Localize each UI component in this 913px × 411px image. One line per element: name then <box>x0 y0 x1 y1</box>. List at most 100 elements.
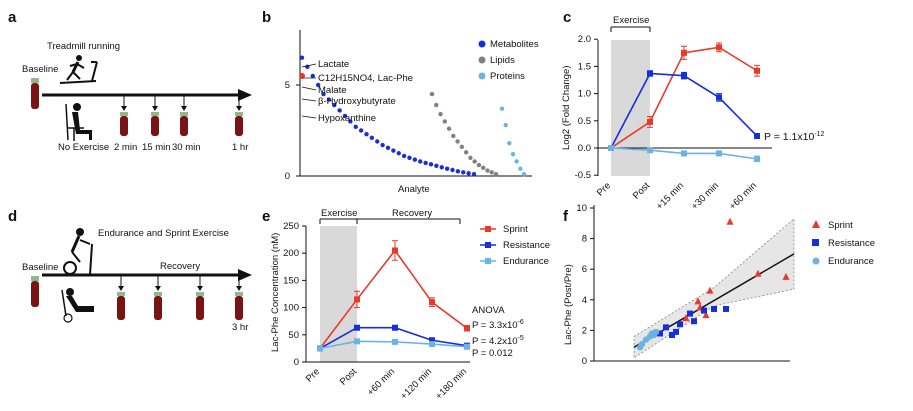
f-ytick-label: 8 <box>582 234 587 245</box>
c-p-value: P = 1.1x10-12 <box>764 131 825 143</box>
f-point-sprint <box>694 297 702 305</box>
legend-lipids: Lipids <box>490 55 515 66</box>
panel-f-label: f <box>563 208 569 225</box>
lactate-callout <box>301 63 317 68</box>
e-xtick-label: Post <box>338 366 359 387</box>
e-p-sprint-text: P = 3.3x10 <box>472 320 518 331</box>
recovery-timepoint <box>154 276 162 320</box>
recovery-label-d: Recovery <box>160 261 200 272</box>
panel-b-label: b <box>262 9 271 26</box>
b-point-2 <box>514 159 519 164</box>
panel-b: b 0 5 Analyte Lactate C12H15NO4, Lac-Phe… <box>262 9 539 195</box>
f-ytick-label: 6 <box>582 264 587 275</box>
e-point <box>429 337 435 344</box>
b-point-1 <box>485 168 490 173</box>
panel-f: f 0 2 4 6 8 10 Lac-Phe (Post/Pre) Sprint Resi… <box>563 203 875 367</box>
e-xtick-label: +180 min <box>434 366 470 402</box>
f-ytick-label: 4 <box>582 295 587 306</box>
b-point-0 <box>299 55 305 60</box>
b-point-0 <box>428 162 434 167</box>
timepoint-2min <box>120 96 128 136</box>
f-point-resistance <box>687 310 693 317</box>
b-point-0 <box>315 82 321 88</box>
b-point-0 <box>444 166 450 171</box>
panel-d: d Baseline Endurance and Sprint Exercise… <box>8 208 252 333</box>
c-p-value-exponent: -12 <box>814 131 824 138</box>
e-point <box>429 341 435 348</box>
hydroxybutyrate-callout <box>301 98 317 102</box>
b-point-0 <box>358 128 364 133</box>
panel-e-label: e <box>262 208 270 225</box>
f-point-sprint <box>782 272 790 280</box>
e-ytick-label: 200 <box>283 248 299 259</box>
b-point-2 <box>507 141 512 146</box>
panel-a: a Treadmill running Baseline <box>8 9 252 153</box>
b-legend: Metabolites Lipids Proteins <box>478 39 539 82</box>
c-y-axis-label: Log2 (Fold Change) <box>561 66 572 151</box>
b-point-0 <box>332 102 337 108</box>
b-point-2 <box>503 122 508 128</box>
e-x-tick-labels: Pre Post +60 min +120 min +180 min <box>304 366 469 402</box>
lacphe-annotation: C12H15NO4, Lac-Phe <box>318 73 413 84</box>
f-y-axis-label: Lac-Phe (Post/Pre) <box>563 264 574 345</box>
legend-marker-endurance-f <box>812 257 820 265</box>
b-point-1 <box>472 159 477 164</box>
c-point <box>647 70 653 77</box>
f-point-resistance <box>701 307 707 314</box>
arrow-head-a <box>238 89 252 101</box>
e-point <box>354 338 360 345</box>
legend-marker-metabolites <box>478 40 486 48</box>
e-recovery-label: Recovery <box>392 208 432 219</box>
e-p-sprint: P = 3.3x10-6 <box>472 319 524 331</box>
b-point-0 <box>423 160 428 166</box>
legend-sprint: Sprint <box>503 224 528 235</box>
c-point <box>716 150 722 157</box>
e-point <box>464 325 470 332</box>
reclining-person-icon <box>61 288 94 323</box>
e-p-sprint-exponent: -6 <box>518 319 524 326</box>
e-ytick-label: 250 <box>283 221 299 232</box>
b-point-1 <box>442 119 447 124</box>
b-point-1 <box>493 171 499 177</box>
panel-c-label: c <box>563 9 571 26</box>
c-exercise-shade <box>611 40 650 176</box>
legend-resistance: Resistance <box>503 240 550 251</box>
legend-marker-resistance-f <box>812 239 819 246</box>
b-point-lacphe <box>299 72 305 79</box>
legend-proteins: Proteins <box>490 71 525 82</box>
f-point-sprint <box>726 217 734 225</box>
e-point <box>464 343 470 350</box>
c-xtick-label: Pre <box>595 180 613 198</box>
b-point-1 <box>476 162 482 168</box>
b-point-1 <box>489 170 494 175</box>
f-legend: Sprint Resistance Endurance <box>812 220 875 267</box>
end-timepoint-label: 3 hr <box>232 322 248 333</box>
b-point-0 <box>455 169 461 174</box>
c-point <box>716 44 722 51</box>
b-point-1 <box>459 144 465 150</box>
b-point-0 <box>412 157 418 162</box>
hypoxanthine-callout <box>301 115 317 119</box>
e-p-resistance: P = 4.2x10-5 <box>472 335 524 347</box>
b-point-0 <box>375 139 380 144</box>
e-p-resistance-exponent: -5 <box>518 335 524 342</box>
b-point-2 <box>518 166 523 171</box>
b-point-1 <box>451 133 456 139</box>
panel-e: e Exercise Recovery 0 50 100 150 200 250 Lac-… <box>262 208 550 402</box>
c-point <box>754 67 760 74</box>
timepoint-label: 1 hr <box>232 142 248 153</box>
c-p-value-text: P = 1.1x10 <box>764 131 814 143</box>
legend-marker-lipids <box>478 56 486 64</box>
c-x-tick-labels: Pre Post +15 min +30 min +60 min <box>595 180 759 212</box>
b-point-0 <box>321 91 326 97</box>
panel-d-label: d <box>8 208 17 225</box>
b-point-1 <box>455 139 460 144</box>
c-point <box>681 49 687 56</box>
b-point-0 <box>461 170 466 175</box>
f-point-sprint <box>754 269 762 277</box>
seated-person-icon <box>65 103 92 141</box>
c-point <box>754 133 760 140</box>
legend-marker-sprint <box>485 226 491 232</box>
e-point <box>317 345 323 352</box>
b-point-0 <box>337 108 342 113</box>
